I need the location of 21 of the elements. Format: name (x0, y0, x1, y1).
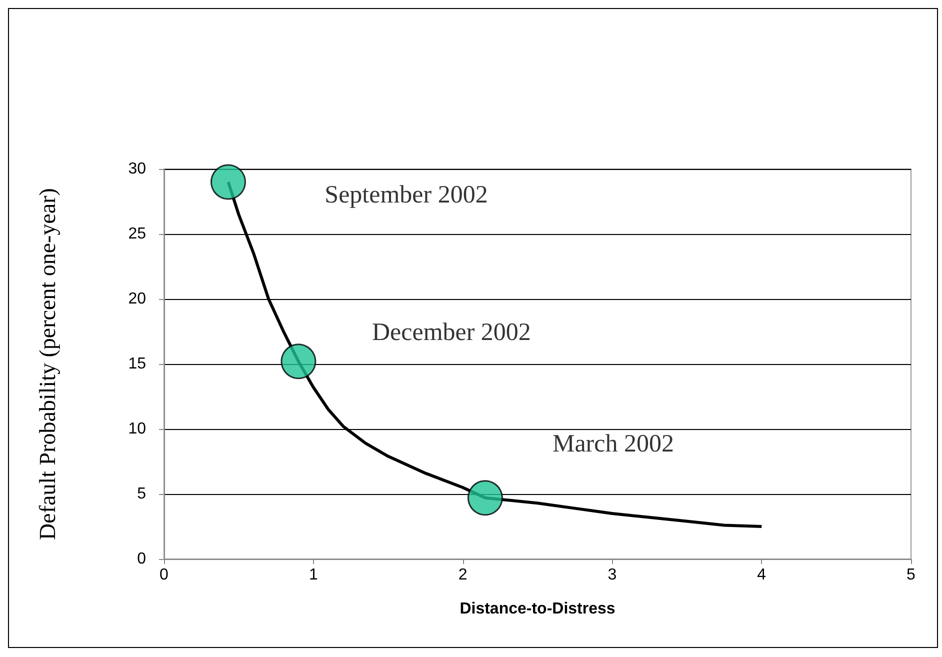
y-axis-title: Default Probability (percent one-year) (35, 188, 60, 540)
annotation: September 2002 (324, 182, 488, 208)
x-tick-label: 0 (160, 566, 169, 584)
point (210, 164, 246, 200)
y-tick-label: 5 (137, 486, 146, 502)
y-tick-label: 0 (137, 550, 146, 568)
annotation: December 2002 (372, 318, 531, 346)
x-tick-label: 5 (906, 566, 916, 584)
annotation: March 2002 (552, 430, 674, 458)
point (467, 480, 503, 516)
y-tick-label: 10 (128, 420, 146, 438)
x-tick-label: 2 (458, 566, 468, 584)
point (280, 344, 316, 380)
y-tick-label: 30 (128, 160, 146, 178)
y-tick-label: 25 (128, 226, 146, 242)
x-tick-label: 4 (757, 566, 766, 584)
y-tick-label: 15 (128, 356, 146, 372)
x-tick-label: 1 (308, 566, 318, 584)
y-tick-label: 20 (128, 290, 146, 308)
x-axis-title: Distance-to-Distress (460, 600, 616, 618)
x-tick-label: 3 (608, 566, 617, 584)
